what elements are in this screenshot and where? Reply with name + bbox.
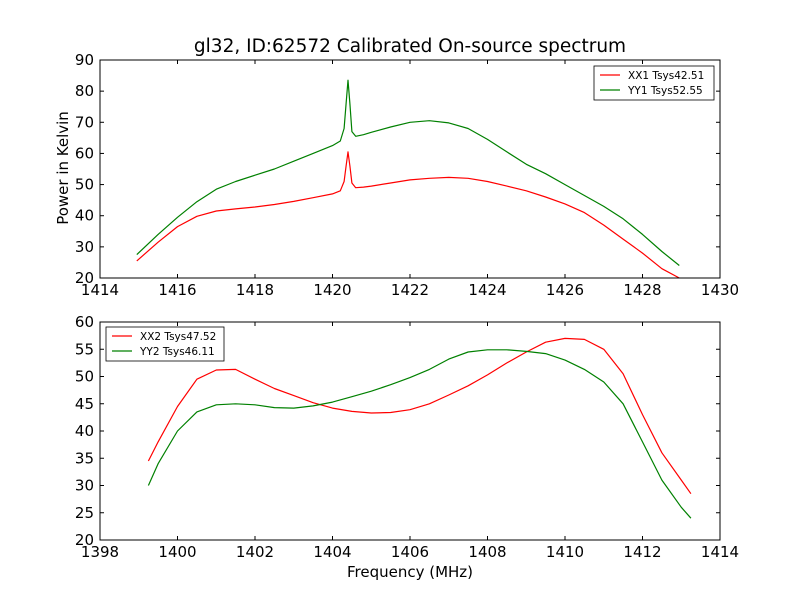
legend-label: XX1 Tsys42.51 xyxy=(628,70,704,82)
legend-label: XX2 Tsys47.52 xyxy=(140,331,216,343)
x-tick-label: 1406 xyxy=(391,543,429,561)
legend: XX2 Tsys47.52 YY2 Tsys46.11 xyxy=(105,326,225,362)
y-tick-label: 80 xyxy=(75,82,94,100)
x-axis-label: Frequency (MHz) xyxy=(347,563,473,581)
y-tick-label: 40 xyxy=(75,422,94,440)
y-tick-label: 50 xyxy=(75,176,94,194)
x-tick-label: 1416 xyxy=(158,281,196,299)
x-tick-label: 1402 xyxy=(236,543,274,561)
x-tick-label: 1398 xyxy=(81,543,119,561)
bottom-panel: 1398 1400 1402 1404 1406 1408 1410 1412 1414 20 25… xyxy=(75,313,739,561)
y-axis-label: Power in Kelvin xyxy=(54,111,72,225)
x-tick-label: 1418 xyxy=(236,281,274,299)
x-tick-label: 1424 xyxy=(468,281,506,299)
y-tick-label: 45 xyxy=(75,395,94,413)
x-tick-label: 1408 xyxy=(468,543,506,561)
x-tick-label: 1400 xyxy=(158,543,196,561)
legend-label: YY1 Tsys52.55 xyxy=(627,85,703,97)
x-tick-label: 1430 xyxy=(701,281,739,299)
y-tick-label: 35 xyxy=(75,449,94,467)
y-tick-label: 50 xyxy=(75,368,94,386)
y-tick-label: 20 xyxy=(75,269,94,287)
legend-label: YY2 Tsys46.11 xyxy=(139,346,215,358)
series-line-green xyxy=(147,349,692,519)
chart-title: gl32, ID:62572 Calibrated On-source spec… xyxy=(194,36,626,57)
legend: XX1 Tsys42.51 YY1 Tsys52.55 xyxy=(593,65,715,101)
x-tick-label: 1428 xyxy=(623,281,661,299)
y-tick-label: 60 xyxy=(75,313,94,331)
legend-box xyxy=(593,65,715,101)
x-tick-label: 1404 xyxy=(313,543,351,561)
series-line-red xyxy=(136,151,680,279)
x-tick-label: 1422 xyxy=(391,281,429,299)
y-tick-label: 30 xyxy=(75,238,94,256)
legend-box xyxy=(105,326,225,362)
x-tick-label: 1426 xyxy=(546,281,584,299)
y-tick-label: 40 xyxy=(75,207,94,225)
x-tick-label: 1410 xyxy=(546,543,584,561)
x-tick-label: 1420 xyxy=(313,281,351,299)
y-tick-label: 60 xyxy=(75,144,94,162)
y-tick-label: 30 xyxy=(75,477,94,495)
y-tick-label: 55 xyxy=(75,340,94,358)
y-tick-label: 90 xyxy=(75,51,94,69)
series-line-green xyxy=(136,79,680,266)
y-tick-label: 25 xyxy=(75,504,94,522)
x-tick-label: 1412 xyxy=(623,543,661,561)
top-panel: 1414 1416 1418 1420 1422 1424 1426 1428 1430 20 30… xyxy=(75,51,739,299)
series-line-red xyxy=(147,337,692,495)
x-tick-label: 1414 xyxy=(81,281,119,299)
x-tick-label: 1414 xyxy=(701,543,739,561)
y-tick-label: 20 xyxy=(75,531,94,549)
y-tick-label: 70 xyxy=(75,113,94,131)
